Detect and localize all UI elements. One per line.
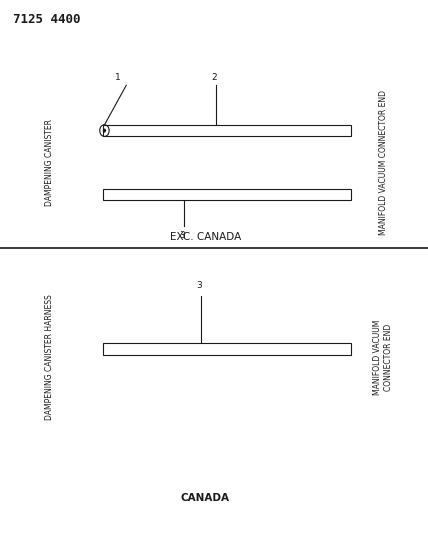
Text: DAMPENING CANISTER HARNESS: DAMPENING CANISTER HARNESS <box>45 294 54 420</box>
Bar <box>103 125 351 136</box>
Text: DAMPENING CANISTER: DAMPENING CANISTER <box>45 119 54 206</box>
Bar <box>103 189 351 200</box>
Text: EXC. CANADA: EXC. CANADA <box>170 232 241 242</box>
Text: 7125 4400: 7125 4400 <box>13 13 80 26</box>
Text: MANIFOLD VACUUM CONNECTOR END: MANIFOLD VACUUM CONNECTOR END <box>378 90 388 235</box>
Circle shape <box>103 128 106 133</box>
Text: CANADA: CANADA <box>181 494 230 503</box>
Text: MANIFOLD VACUUM
CONNECTOR END: MANIFOLD VACUUM CONNECTOR END <box>373 319 393 395</box>
Text: 2: 2 <box>211 72 217 82</box>
Text: 3: 3 <box>196 281 202 290</box>
Bar <box>103 343 351 355</box>
Text: 3: 3 <box>179 231 185 240</box>
Text: 1: 1 <box>115 72 121 82</box>
